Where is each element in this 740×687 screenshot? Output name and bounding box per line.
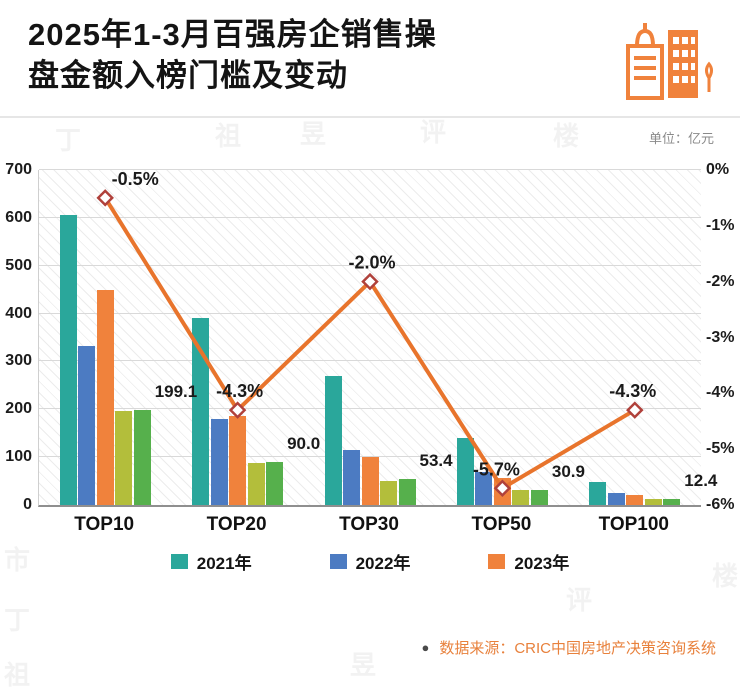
- legend-label: 2022年: [355, 554, 411, 573]
- bar-top50-s1: [456, 438, 474, 505]
- right-axis-tick: -5%: [706, 440, 735, 458]
- left-axis-tick: 600: [5, 208, 32, 226]
- bar-top20-s4: [247, 462, 265, 505]
- bar-top100-s1: [589, 482, 607, 505]
- bar-top30-s1: [324, 375, 342, 505]
- bar-top20-s5: [266, 461, 284, 505]
- right-axis-tick: -3%: [706, 328, 735, 346]
- watermark-text: 祖: [215, 121, 242, 151]
- bar-top10-s2: [78, 346, 96, 505]
- header-divider: [0, 116, 740, 118]
- right-axis-tick: -6%: [706, 496, 735, 513]
- bar-value-label: 199.1: [154, 381, 198, 401]
- bar-top10-s1: [59, 215, 77, 505]
- right-axis-tick: 0%: [706, 161, 730, 178]
- watermark-text: 丁: [55, 125, 82, 155]
- legend-label: 2021年: [196, 554, 252, 573]
- gridline: [39, 169, 701, 170]
- gridline: [39, 264, 701, 266]
- gridline: [39, 216, 701, 218]
- diamond-marker: [96, 189, 114, 207]
- watermark-text: 祖: [4, 660, 31, 687]
- diamond-marker: [228, 401, 247, 419]
- right-axis-tick: -2%: [706, 272, 735, 290]
- bar-top100-s2: [607, 493, 625, 505]
- bar-top50-s4: [512, 490, 530, 505]
- pct-label: -2.0%: [348, 253, 395, 273]
- bar-top30-s5: [398, 479, 416, 505]
- category-label-top100: TOP100: [598, 514, 670, 535]
- bar-top30-s3: [361, 457, 379, 505]
- right-axis-tick: -4%: [706, 384, 735, 402]
- diamond-marker: [493, 479, 512, 498]
- legend-item-2021年: 2021年: [170, 549, 252, 574]
- bar-value-label: 12.4: [684, 471, 718, 491]
- page-title-line2: 盘金额入榜门槛及变动: [28, 58, 348, 93]
- left-axis-tick: 0: [23, 496, 32, 513]
- watermark-text: 评: [566, 585, 593, 615]
- pct-label: -4.3%: [216, 381, 263, 401]
- bar-top10-s3: [96, 289, 114, 505]
- watermark-text: 楼: [553, 121, 580, 151]
- data-source: ● 数据来源：CRIC中国房地产决策咨询系统: [421, 637, 716, 658]
- line-path: [103, 196, 636, 491]
- bar-value-label: 30.9: [551, 462, 585, 482]
- chart-legend: 2021年 2022年 2023年: [0, 549, 740, 574]
- bar-top10-s4: [115, 411, 133, 505]
- category-label-top30: TOP30: [339, 514, 399, 535]
- bar-top20-s1: [192, 318, 210, 505]
- gridline: [39, 456, 701, 458]
- bar-value-label: 90.0: [287, 433, 321, 453]
- bar-top30-s2: [343, 449, 360, 505]
- page-title-line1: 2025年1-3月百强房企销售操: [28, 17, 437, 52]
- bar-top30-s4: [380, 481, 397, 505]
- bar-top10-s5: [133, 409, 151, 505]
- category-label-top50: TOP50: [471, 514, 532, 535]
- legend-swatch: [488, 554, 506, 569]
- bullet-icon: ●: [421, 640, 430, 655]
- chart-plot-area: 199.1 90.0 53.4 30.9 12.4 -0.5% -4.3% -2.0% -5.7…: [38, 169, 717, 507]
- bar-value-label: 53.4: [419, 451, 453, 471]
- left-axis-tick: 700: [5, 161, 32, 178]
- diamond-marker: [361, 272, 379, 291]
- page-title: 2025年1-3月百强房企销售操 盘金额入榜门槛及变动: [28, 14, 588, 96]
- diamond-marker: [626, 401, 644, 419]
- gridline: [39, 312, 701, 314]
- pct-label: -5.7%: [473, 459, 520, 479]
- pct-change-line: -0.5% -4.3% -2.0% -5.7% -4.3%: [96, 169, 656, 498]
- bar-top100-s5: [663, 499, 681, 505]
- legend-swatch: [170, 554, 188, 569]
- left-axis-tick: 200: [5, 400, 32, 418]
- legend-label: 2023年: [514, 554, 570, 573]
- legend-item-2022年: 2022年: [329, 549, 411, 574]
- pct-label: -0.5%: [112, 169, 159, 189]
- watermark-text: 昱: [300, 119, 327, 149]
- legend-swatch: [329, 554, 347, 569]
- legend-item-2023年: 2023年: [488, 549, 569, 574]
- category-label-top20: TOP20: [206, 514, 267, 535]
- left-axis-tick: 500: [5, 256, 32, 274]
- bar-top20-s3: [229, 416, 247, 505]
- category-label-top10: TOP10: [74, 514, 135, 535]
- gridline: [39, 408, 701, 410]
- bar-top20-s2: [210, 418, 228, 505]
- pct-label: -4.3%: [609, 381, 656, 401]
- bar-top100-s4: [644, 499, 662, 505]
- left-axis-tick: 400: [5, 304, 32, 322]
- left-axis-tick: 300: [5, 352, 32, 370]
- right-axis-tick: -1%: [706, 216, 735, 234]
- watermark-text: 昱: [350, 650, 377, 680]
- data-source-text: 数据来源：CRIC中国房地产决策咨询系统: [439, 640, 716, 657]
- bar-top100-s3: [626, 494, 644, 505]
- gridline: [39, 360, 701, 362]
- bar-top50-s2: [475, 471, 493, 505]
- bar-top50-s5: [530, 490, 548, 505]
- city-buildings-icon: [622, 12, 716, 109]
- watermark-text: 丁: [4, 605, 31, 635]
- unit-label: 单位：亿元: [648, 131, 714, 146]
- left-axis-tick: 100: [5, 448, 32, 466]
